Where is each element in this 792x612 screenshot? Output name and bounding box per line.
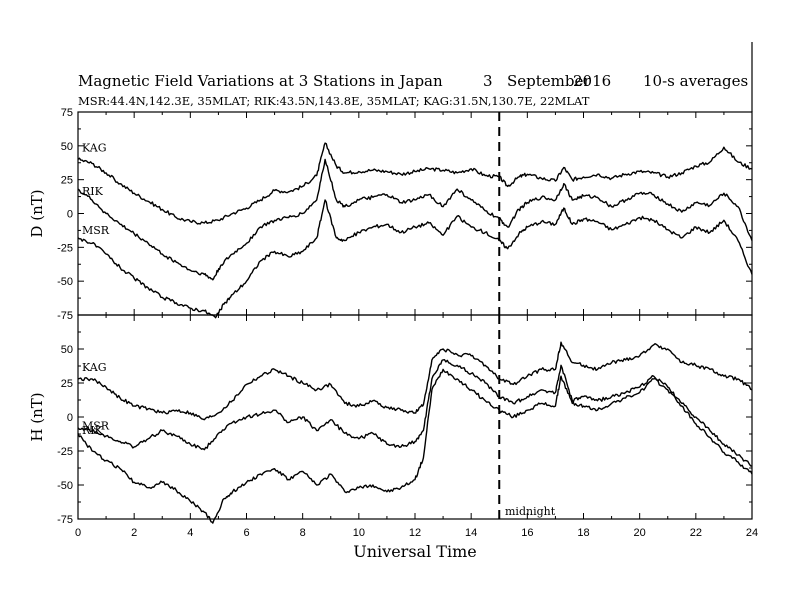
y-tick-label: 25 xyxy=(61,378,73,390)
series-label-msr: MSR xyxy=(82,419,110,432)
station-coordinates: MSR:44.4N,142.3E, 35MLAT; RIK:43.5N,143.… xyxy=(78,94,590,108)
y-tick-label: 0 xyxy=(67,209,73,221)
x-tick-label: 6 xyxy=(243,527,249,539)
y-tick-label: 75 xyxy=(61,107,73,119)
chart-title: Magnetic Field Variations at 3 Stations … xyxy=(78,72,443,90)
series-line-kag xyxy=(77,142,753,225)
x-tick-label: 16 xyxy=(521,527,533,539)
series-line-rik xyxy=(77,158,753,281)
x-tick-label: 8 xyxy=(300,527,306,539)
series-label-rik: RIK xyxy=(82,424,104,437)
series-label-kag: KAG xyxy=(82,361,107,374)
series-line-msr xyxy=(77,368,753,524)
x-tick-label: 2 xyxy=(131,527,137,539)
series-line-kag xyxy=(77,341,753,421)
x-tick-label: 24 xyxy=(746,527,758,539)
y-tick-label: 0 xyxy=(67,412,73,424)
y-axis-label: D (nT) xyxy=(28,189,46,237)
panel-frame xyxy=(77,314,753,520)
y-axis-label: H (nT) xyxy=(28,392,46,441)
x-axis-label: Universal Time xyxy=(353,542,476,561)
series-line-rik xyxy=(77,359,753,467)
title-day: 3 xyxy=(483,72,493,90)
x-tick-label: 22 xyxy=(690,527,702,539)
series-label-kag: KAG xyxy=(82,141,107,154)
x-tick-label: 12 xyxy=(409,527,421,539)
y-tick-label: -75 xyxy=(57,514,73,526)
x-tick-label: 20 xyxy=(634,527,646,539)
series-label-msr: MSR xyxy=(82,224,110,237)
x-tick-label: 0 xyxy=(75,527,81,539)
x-tick-label: 10 xyxy=(353,527,365,539)
panel-frame xyxy=(77,111,753,316)
x-tick-label: 14 xyxy=(465,527,477,539)
title-year: 2016 xyxy=(573,72,612,90)
y-tick-label: 50 xyxy=(61,344,73,356)
series-line-msr xyxy=(77,199,753,319)
y-tick-label: -50 xyxy=(57,480,73,492)
y-tick-label: -75 xyxy=(57,310,73,322)
y-tick-label: 50 xyxy=(61,141,73,153)
x-tick-label: 4 xyxy=(187,527,193,539)
y-tick-label: -50 xyxy=(57,276,73,288)
y-tick-label: 25 xyxy=(61,175,73,187)
title-averages: 10-s averages xyxy=(643,72,749,90)
midnight-annotation: midnight xyxy=(505,505,556,518)
panel-D: 75 50 25 0 -25 -50 -75 D (nT) KAG RIK MSR xyxy=(28,107,753,322)
y-tick-label: -25 xyxy=(57,446,73,458)
y-tick-label: -25 xyxy=(57,242,73,254)
series-label-rik: RIK xyxy=(82,185,104,198)
title-month: September xyxy=(507,72,591,90)
x-tick-label: 18 xyxy=(577,527,589,539)
